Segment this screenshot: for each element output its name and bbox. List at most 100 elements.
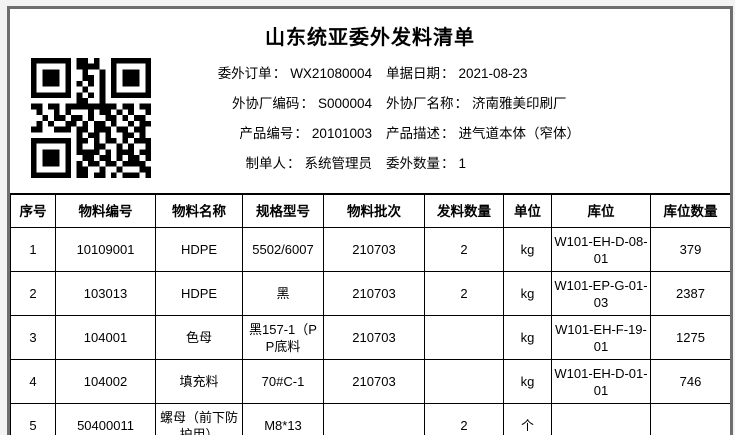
cell-material-code: 104001 (55, 315, 156, 360)
field-label: 单据日期 (386, 66, 440, 81)
field-colon: ： (294, 126, 308, 141)
qr-code-svg (31, 58, 151, 178)
header-divider (10, 193, 730, 194)
table-row: 2 103013 HDPE 黑 210703 2 kg W101-EP-G-01-03 2387 (10, 271, 730, 316)
cell-material-name: 螺母（前下防护用） (155, 403, 243, 435)
table-row: 1 10109001 HDPE 5502/6007 210703 2 kg W101-EH-D… (10, 227, 730, 272)
header-field-row: 委外订单 ： WX21080004 单据日期 ： 2021-08-23 (160, 57, 720, 87)
field-supplier-code: 外协厂编码 ： S000004 (160, 92, 372, 112)
cell-seq: 2 (10, 271, 56, 316)
cell-location-qty: 2387 (650, 271, 730, 316)
column-header-unit: 单位 (503, 194, 552, 228)
cell-unit: kg (503, 359, 552, 404)
cell-batch: 210703 (323, 271, 425, 316)
field-value: S000004 (317, 96, 372, 111)
cell-location-qty: 1275 (650, 315, 730, 360)
material-items-table: 序号 物料编号 物料名称 规格型号 物料批次 发料数量 单位 库位 库位数量 1… (10, 194, 730, 435)
field-document-date: 单据日期 ： 2021-08-23 (372, 62, 716, 82)
field-value: WX21080004 (290, 66, 372, 81)
cell-batch: 210703 (323, 359, 425, 404)
cell-spec: 5502/6007 (242, 227, 324, 272)
column-header-seq: 序号 (10, 194, 56, 228)
field-colon: ： (272, 66, 287, 81)
cell-location-qty: 379 (650, 227, 730, 272)
cell-issue-qty (424, 315, 504, 360)
cell-issue-qty: 2 (424, 227, 504, 272)
header-field-row: 产品编号 ： 20101003 产品描述 ： 进气道本体（窄体） (160, 117, 720, 147)
field-product-code: 产品编号 ： 20101003 (160, 122, 372, 142)
table-row: 5 50400011 螺母（前下防护用） M8*13 2 个 (10, 403, 730, 435)
cell-issue-qty: 2 (424, 403, 504, 435)
field-colon: ： (300, 96, 314, 111)
field-supplier-name: 外协厂名称 ： 济南雅美印刷厂 (372, 92, 716, 112)
document-sheet: 山东统亚委外发料清单 委外订单 ： WX21080004 单据日期 ： 2021… (7, 6, 733, 435)
column-header-material-code: 物料编号 (55, 194, 156, 228)
cell-material-name: 色母 (155, 315, 243, 360)
field-label: 制单人 (245, 156, 287, 171)
field-colon: ： (454, 96, 469, 111)
cell-unit: kg (503, 271, 552, 316)
document-header-area: 委外订单 ： WX21080004 单据日期 ： 2021-08-23 外协厂编… (10, 51, 730, 193)
column-header-material-name: 物料名称 (155, 194, 243, 228)
cell-location (551, 403, 651, 435)
cell-spec: 黑 (242, 271, 324, 316)
field-value: 2021-08-23 (458, 66, 528, 81)
field-colon: ： (441, 66, 455, 81)
cell-location-qty (650, 403, 730, 435)
table-row: 3 104001 色母 黑157-1（PP底料 210703 kg W101-EH-F-19… (10, 315, 730, 360)
cell-material-code: 10109001 (55, 227, 156, 272)
header-field-row: 外协厂编码 ： S000004 外协厂名称 ： 济南雅美印刷厂 (160, 87, 720, 117)
field-creator: 制单人 ： 系统管理员 (160, 152, 373, 172)
header-field-list: 委外订单 ： WX21080004 单据日期 ： 2021-08-23 外协厂编… (160, 57, 720, 177)
cell-material-name: HDPE (155, 271, 243, 316)
field-label: 外协厂编码 (231, 96, 300, 111)
column-header-issue-qty: 发料数量 (424, 194, 504, 228)
field-colon: ： (441, 126, 455, 141)
field-value: 济南雅美印刷厂 (472, 96, 567, 111)
column-header-location-qty: 库位数量 (650, 194, 730, 228)
cell-location: W101-EH-F-19-01 (551, 315, 651, 360)
cell-location: W101-EH-D-01-01 (551, 359, 651, 404)
page-title: 山东统亚委外发料清单 (265, 27, 475, 49)
column-header-spec: 规格型号 (242, 194, 324, 228)
column-header-location: 库位 (551, 194, 651, 228)
cell-issue-qty: 2 (424, 271, 504, 316)
field-label: 外协厂名称 (386, 96, 454, 111)
cell-unit: kg (503, 227, 552, 272)
cell-unit: kg (503, 315, 552, 360)
field-label: 委外数量 (386, 156, 440, 171)
field-outsourcing-order: 委外订单 ： WX21080004 (160, 62, 372, 82)
qr-code-icon (31, 58, 151, 178)
field-colon: ： (441, 156, 455, 171)
cell-material-code: 103013 (55, 271, 156, 316)
field-value: 进气道本体（窄体） (458, 126, 581, 141)
field-value: 系统管理员 (304, 156, 373, 171)
cell-seq: 4 (10, 359, 56, 404)
header-field-row: 制单人 ： 系统管理员 委外数量 ： 1 (160, 147, 720, 177)
cell-spec: M8*13 (242, 403, 324, 435)
field-product-description: 产品描述 ： 进气道本体（窄体） (372, 122, 716, 142)
cell-spec: 黑157-1（PP底料 (242, 315, 324, 360)
cell-material-code: 104002 (55, 359, 156, 404)
cell-batch: 210703 (323, 315, 425, 360)
cell-material-name: HDPE (155, 227, 243, 272)
field-label: 产品编号 (239, 126, 294, 141)
field-colon: ： (287, 156, 301, 171)
cell-spec: 70#C-1 (242, 359, 324, 404)
cell-seq: 3 (10, 315, 56, 360)
field-label: 产品描述 (386, 126, 440, 141)
cell-unit: 个 (503, 403, 552, 435)
column-header-batch: 物料批次 (323, 194, 425, 228)
cell-issue-qty (424, 359, 504, 404)
field-label: 委外订单 (217, 66, 272, 81)
cell-seq: 1 (10, 227, 56, 272)
cell-location-qty: 746 (650, 359, 730, 404)
cell-location: W101-EH-D-08-01 (551, 227, 651, 272)
field-value: 20101003 (311, 126, 372, 141)
cell-batch (323, 403, 425, 435)
cell-material-name: 填充料 (155, 359, 243, 404)
cell-material-code: 50400011 (55, 403, 156, 435)
cell-batch: 210703 (323, 227, 425, 272)
cell-seq: 5 (10, 403, 56, 435)
table-header-row: 序号 物料编号 物料名称 规格型号 物料批次 发料数量 单位 库位 库位数量 (10, 194, 730, 228)
